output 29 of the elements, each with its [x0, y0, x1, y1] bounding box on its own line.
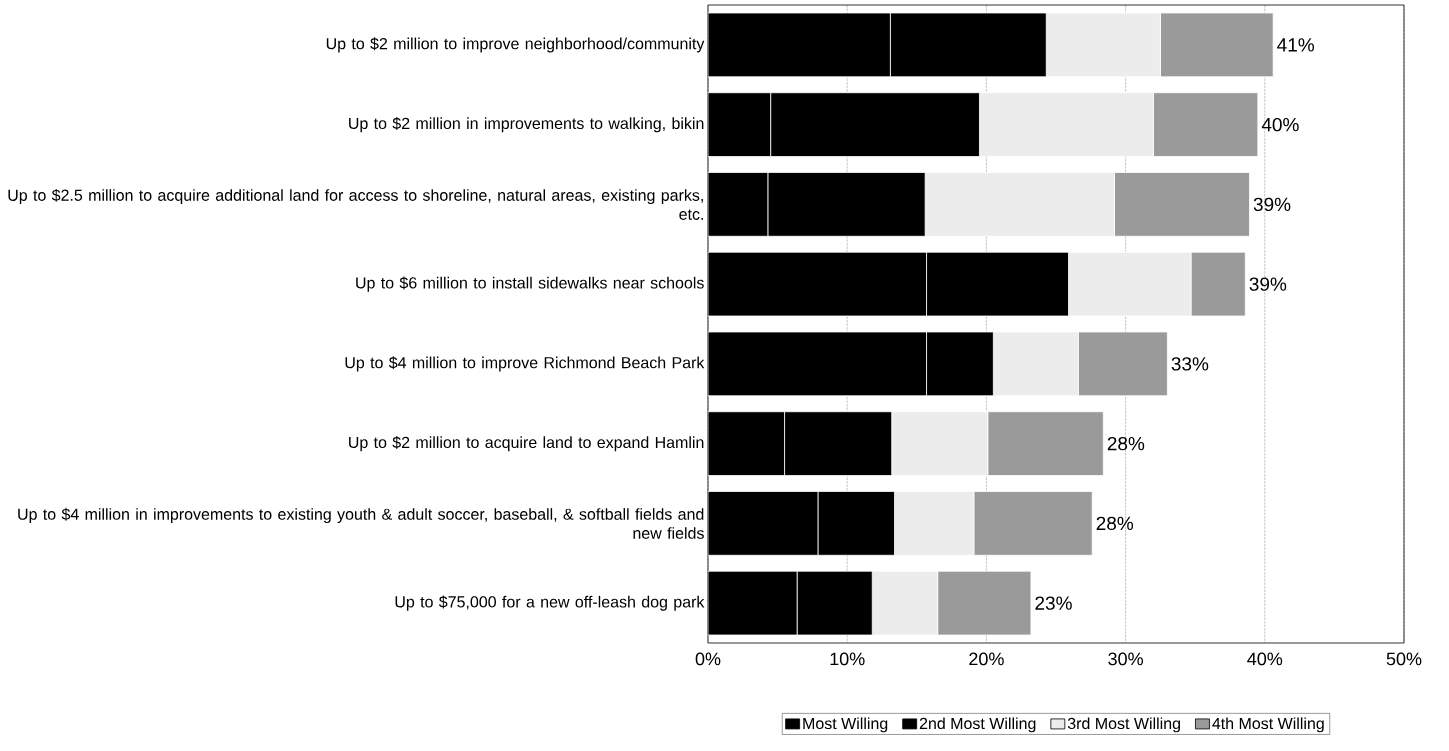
y-tick-label: Up to $4 million in improvements to existing youth & adult soccer, baseball, & softball fields and new fields	[18, 507, 704, 539]
y-tick-label: Up to $2 million to improve neighborhood/community	[326, 37, 705, 53]
y-tick-label: Up to $6 million to install sidewalks near schools	[356, 276, 704, 292]
total-label: 28%	[1107, 436, 1145, 451]
legend-label: 4th Most Willing	[1212, 717, 1324, 733]
total-label: 23%	[1035, 596, 1072, 610]
total-label: 28%	[1096, 516, 1134, 531]
legend-label: Most Willing	[803, 717, 888, 733]
total-label: 33%	[1171, 357, 1209, 371]
y-tick-label: Up to $2.5 million to acquire additional land for access to shoreline, natural areas, existing parks, etc.	[8, 188, 703, 220]
y-tick-label: Up to $2 million to acquire land to expand Hamlin	[349, 436, 704, 452]
y-tick-label: Up to $2 million in improvements to walking, bikin	[349, 117, 704, 133]
y-tick-label: Up to $75,000 for a new off-leash dog park	[395, 595, 705, 611]
total-label: 39%	[1253, 197, 1291, 212]
bar	[708, 570, 798, 636]
x-tick-label: 10%	[830, 652, 865, 666]
y-tick-label: Up to $4 million to improve Richmond Beach Park	[345, 356, 705, 372]
x-tick-label: 30%	[1108, 652, 1143, 666]
bar	[708, 491, 819, 556]
total-label: 40%	[1261, 117, 1299, 132]
legend-label: 3rd Most Willing	[1067, 717, 1180, 733]
x-tick-label: 50%	[1386, 652, 1422, 666]
x-tick-label: 0%	[695, 652, 721, 666]
legend-label: 2nd Most Willing	[919, 717, 1036, 733]
bar	[708, 172, 769, 237]
total-label: 41%	[1277, 38, 1315, 52]
x-tick-label: 40%	[1247, 652, 1283, 666]
x-tick-label: 20%	[969, 652, 1004, 666]
total-label: 39%	[1249, 277, 1287, 291]
